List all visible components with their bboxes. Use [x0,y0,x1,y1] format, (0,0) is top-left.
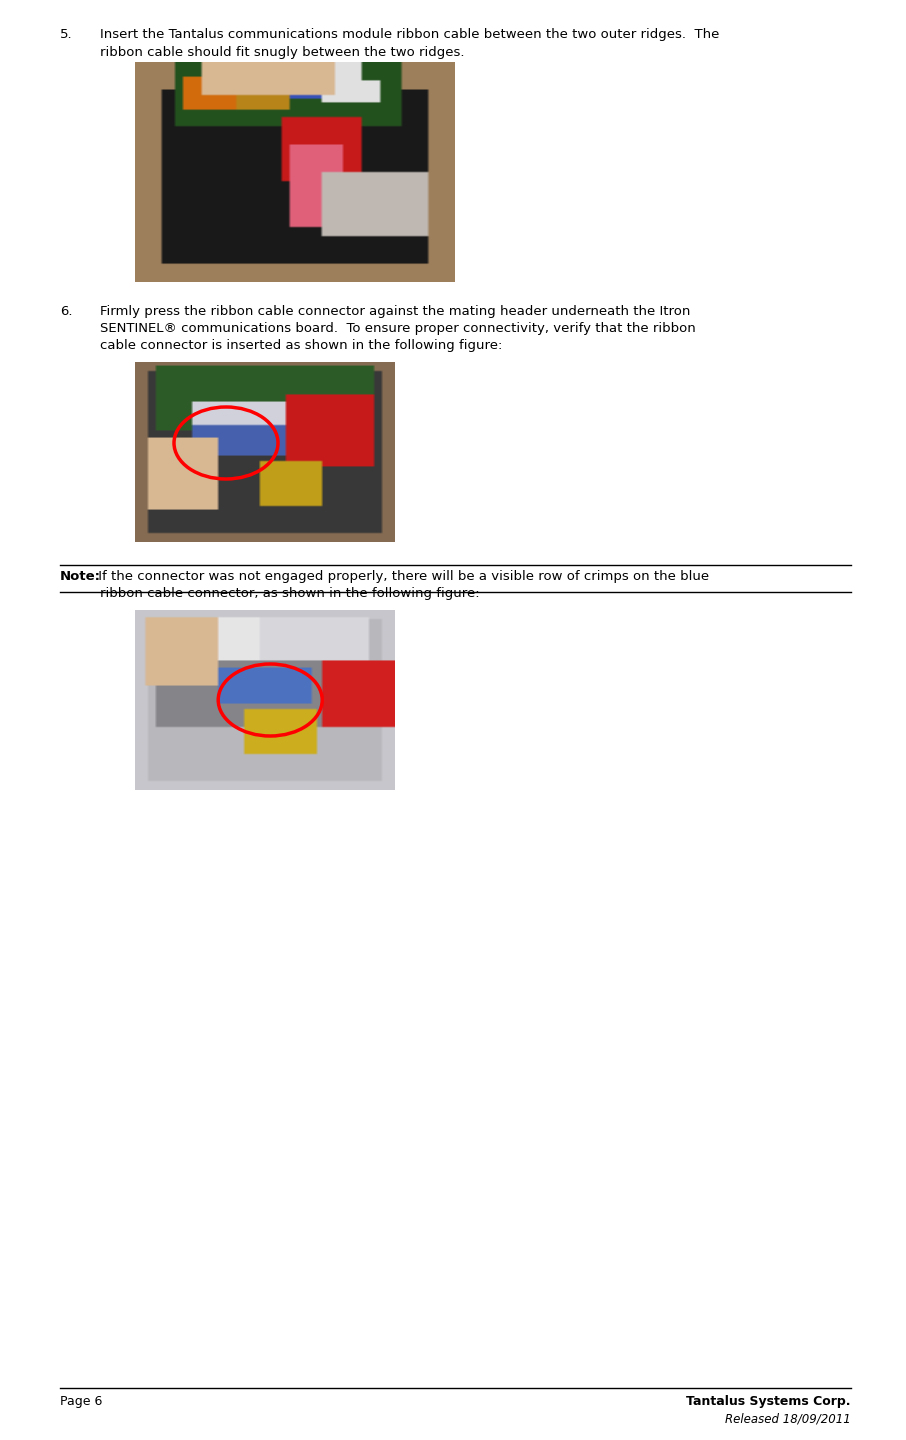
Text: ribbon cable connector, as shown in the following figure:: ribbon cable connector, as shown in the … [100,588,479,600]
Text: Released 18/09/2011: Released 18/09/2011 [725,1413,851,1426]
Text: cable connector is inserted as shown in the following figure:: cable connector is inserted as shown in … [100,338,502,351]
Text: 5.: 5. [60,27,72,40]
Text: Note:: Note: [60,570,101,583]
Text: Insert the Tantalus communications module ribbon cable between the two outer rid: Insert the Tantalus communications modul… [100,27,719,40]
Text: Tantalus Systems Corp.: Tantalus Systems Corp. [687,1395,851,1408]
Text: 6.: 6. [60,305,72,318]
Text: If the connector was not engaged properly, there will be a visible row of crimps: If the connector was not engaged properl… [94,570,709,583]
Text: Firmly press the ribbon cable connector against the mating header underneath the: Firmly press the ribbon cable connector … [100,305,690,318]
Text: Page 6: Page 6 [60,1395,102,1408]
Text: SENTINEL® communications board.  To ensure proper connectivity, verify that the : SENTINEL® communications board. To ensur… [100,323,696,336]
Text: ribbon cable should fit snugly between the two ridges.: ribbon cable should fit snugly between t… [100,46,465,59]
